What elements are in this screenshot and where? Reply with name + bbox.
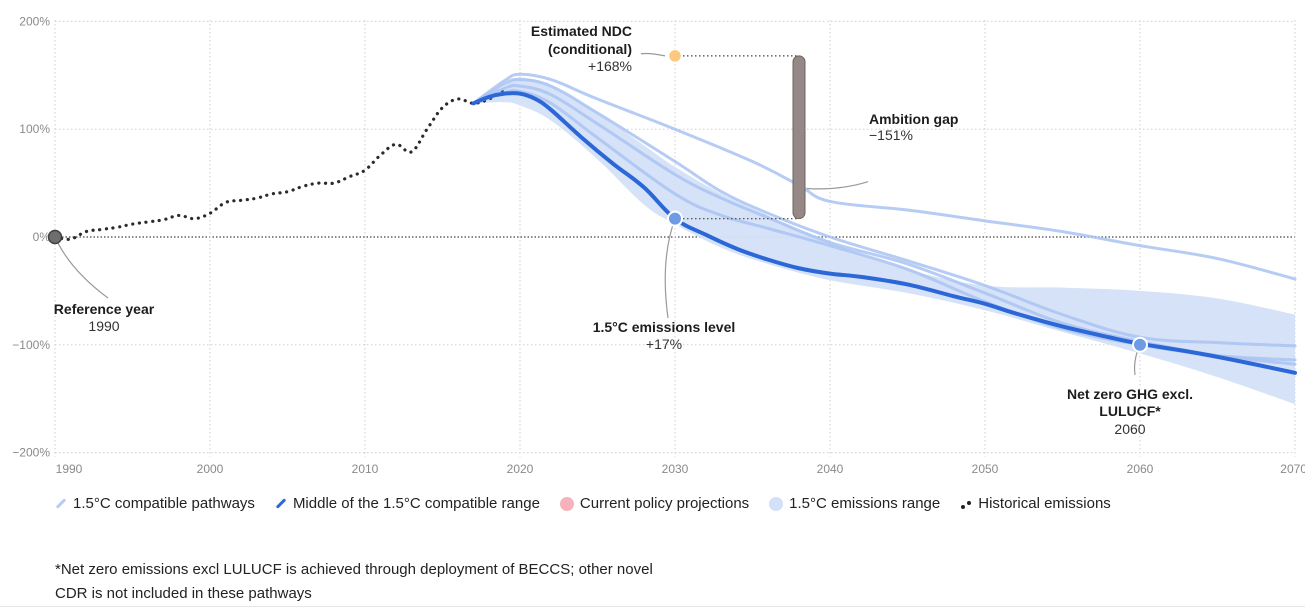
- legend-label: 1.5°C compatible pathways: [73, 495, 255, 512]
- net-zero-value: 2060: [1114, 421, 1145, 437]
- historical-dots-icon: [960, 498, 972, 510]
- emissions-level-label: 1.5°C emissions level: [593, 319, 736, 335]
- legend-item-middle[interactable]: Middle of the 1.5°C compatible range: [275, 495, 540, 512]
- reference-leader: [54, 236, 109, 299]
- legend-label: Historical emissions: [978, 495, 1111, 512]
- x-tick-label: 2070: [1280, 462, 1305, 476]
- ambition-gap-value: −151%: [869, 127, 913, 143]
- emissions-level-marker: [667, 210, 683, 227]
- x-tick-label: 2050: [972, 462, 999, 476]
- reference-year-label: Reference year: [54, 301, 155, 317]
- footnote-line-2: CDR is not included in these pathways: [55, 585, 312, 602]
- y-tick-label: −100%: [12, 338, 50, 352]
- legend: 1.5°C compatible pathways Middle of the …: [55, 495, 1131, 512]
- pathway-line: [472, 78, 1297, 348]
- x-tick-label: 2020: [507, 462, 534, 476]
- legend-label: 1.5°C emissions range: [789, 495, 941, 512]
- y-tick-label: 100%: [19, 122, 50, 136]
- emissions-chart: 200% 100% 0% −100% −200% 1990 2000 2010 2020 2030…: [12, 14, 1305, 476]
- middle-pathway-line: [471, 91, 1297, 375]
- reference-year-marker: [47, 229, 63, 245]
- net-zero-label-line2: LULUCF*: [1099, 403, 1161, 419]
- legend-item-current-policy[interactable]: Current policy projections: [559, 495, 750, 512]
- pathway-line: [472, 83, 1297, 366]
- ndc-marker: [667, 48, 683, 64]
- y-tick-label: −200%: [12, 446, 50, 460]
- ambition-gap-label: Ambition gap: [869, 111, 958, 127]
- legend-item-pathways[interactable]: 1.5°C compatible pathways: [55, 495, 255, 512]
- x-tick-label: 2030: [662, 462, 689, 476]
- bottom-divider: [0, 606, 1305, 607]
- annotations-layer: Reference year 1990 Estimated NDC (condi…: [54, 23, 1193, 437]
- x-tick-label: 2010: [352, 462, 379, 476]
- ambition-gap-leader: [806, 181, 869, 190]
- footnote-line-1: *Net zero emissions excl LULUCF is achie…: [55, 561, 653, 578]
- legend-item-historical[interactable]: Historical emissions: [960, 495, 1111, 512]
- pathway-line-icon: [55, 498, 67, 509]
- ndc-value: +168%: [588, 58, 632, 74]
- net-zero-marker: [1132, 336, 1148, 353]
- emissions-level-value: +17%: [646, 336, 682, 352]
- legend-item-range[interactable]: 1.5°C emissions range: [769, 495, 940, 512]
- legend-label: Current policy projections: [579, 495, 750, 512]
- middle-line-icon: [275, 498, 287, 509]
- ndc-label-line2: (conditional): [548, 41, 632, 57]
- y-tick-label: 200%: [19, 14, 50, 28]
- x-tick-label: 2000: [197, 462, 224, 476]
- y-tick-label: 0%: [33, 230, 51, 244]
- markers-layer: [47, 48, 1148, 376]
- ambition-gap-bar: [792, 55, 806, 220]
- x-tick-label: 2040: [817, 462, 844, 476]
- current-policy-dot-icon: [559, 496, 574, 511]
- ndc-leader: [640, 52, 666, 57]
- range-dot-icon: [769, 496, 784, 511]
- x-tick-label: 2060: [1127, 462, 1154, 476]
- historical-emissions-line: [53, 88, 507, 241]
- pathway-line: [472, 72, 1297, 281]
- legend-label: Middle of the 1.5°C compatible range: [292, 495, 540, 512]
- level-leader: [664, 218, 676, 319]
- ndc-label-line1: Estimated NDC: [531, 23, 632, 39]
- footnote: *Net zero emissions excl LULUCF is achie…: [55, 558, 695, 606]
- reference-year-value: 1990: [88, 318, 119, 334]
- x-tick-label: 1990: [56, 462, 83, 476]
- net-zero-label-line1: Net zero GHG excl.: [1067, 386, 1193, 402]
